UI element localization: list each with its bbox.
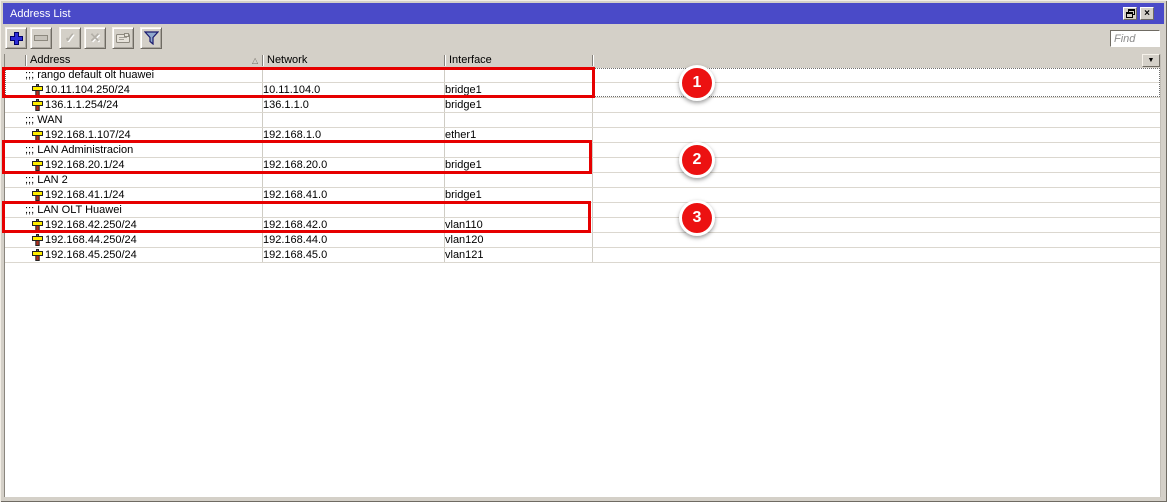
comment-text: ;;; WAN (25, 114, 63, 126)
comment-row[interactable]: ;;; LAN 2 (5, 173, 1160, 188)
close-icon: × (1144, 7, 1150, 19)
address-row[interactable]: 192.168.44.250/24 192.168.44.0 vlan120 (5, 233, 1160, 248)
interface-cell: bridge1 (445, 189, 482, 201)
address-cell: 192.168.1.107/24 (32, 128, 131, 142)
annotation-badge-3: 3 (679, 200, 715, 236)
address-value: 192.168.45.250/24 (45, 249, 137, 261)
column-header-network[interactable]: Network (267, 54, 308, 66)
restore-icon (1125, 9, 1135, 18)
address-row[interactable]: 136.1.1.254/24 136.1.1.0 bridge1 (5, 98, 1160, 113)
ip-address-icon (32, 129, 43, 141)
column-separator[interactable] (592, 55, 593, 66)
address-cell: 192.168.20.1/24 (32, 158, 125, 172)
comment-row[interactable]: ;;; rango default olt huawei (5, 68, 1160, 83)
column-separator[interactable] (25, 55, 26, 66)
comment-row[interactable]: ;;; WAN (5, 113, 1160, 128)
address-value: 192.168.1.107/24 (45, 129, 131, 141)
window-title: Address List (10, 7, 71, 20)
plus-icon (9, 31, 23, 45)
address-row[interactable]: 192.168.42.250/24 192.168.42.0 vlan110 (5, 218, 1160, 233)
ip-address-icon (32, 159, 43, 171)
comment-text: ;;; LAN 2 (25, 174, 68, 186)
table-rows: ;;; rango default olt huawei 10.11.104.25… (5, 68, 1160, 497)
address-value: 192.168.41.1/24 (45, 189, 125, 201)
address-cell: 192.168.45.250/24 (32, 248, 137, 262)
comment-row[interactable]: ;;; LAN OLT Huawei (5, 203, 1160, 218)
address-table: Address △ Network Interface ▼ ;;; rango … (4, 54, 1161, 497)
interface-cell: vlan110 (445, 219, 483, 231)
interface-cell: vlan121 (445, 249, 484, 261)
filter-button[interactable] (140, 27, 162, 49)
ip-address-icon (32, 84, 43, 96)
add-button[interactable] (5, 27, 27, 49)
remove-button[interactable] (30, 27, 52, 49)
check-icon: ✓ (64, 30, 76, 45)
address-cell: 192.168.44.250/24 (32, 233, 137, 247)
column-separator[interactable] (444, 55, 445, 66)
ip-address-icon (32, 234, 43, 246)
find-input[interactable] (1110, 30, 1160, 47)
network-cell: 136.1.1.0 (263, 99, 309, 111)
restore-window-button[interactable] (1123, 7, 1137, 20)
network-cell: 192.168.44.0 (263, 234, 328, 246)
disable-button[interactable]: ✕ (84, 27, 106, 49)
network-cell: 192.168.42.0 (263, 219, 328, 231)
comment-row[interactable]: ;;; LAN Administracion (5, 143, 1160, 158)
ip-address-icon (32, 189, 43, 201)
ip-address-icon (32, 219, 43, 231)
network-cell: 192.168.45.0 (263, 249, 328, 261)
address-value: 10.11.104.250/24 (45, 84, 130, 96)
table-header: Address △ Network Interface ▼ (5, 54, 1160, 69)
column-chooser-button[interactable]: ▼ (1142, 54, 1160, 67)
annotation-badge-2: 2 (679, 142, 715, 178)
comment-text: ;;; LAN OLT Huawei (25, 204, 122, 216)
address-row[interactable]: 10.11.104.250/24 10.11.104.0 bridge1 (5, 83, 1160, 98)
sort-asc-icon[interactable]: △ (252, 56, 259, 65)
comment-text: ;;; LAN Administracion (25, 144, 134, 156)
network-cell: 192.168.41.0 (263, 189, 328, 201)
interface-cell: bridge1 (445, 84, 482, 96)
chevron-down-icon: ▼ (1147, 57, 1155, 64)
minus-icon (34, 35, 48, 41)
address-value: 192.168.44.250/24 (45, 234, 137, 246)
column-header-interface[interactable]: Interface (449, 54, 492, 66)
address-cell: 10.11.104.250/24 (32, 83, 130, 97)
funnel-icon (143, 31, 159, 45)
column-header-address[interactable]: Address (30, 54, 71, 66)
network-cell: 192.168.1.0 (263, 129, 322, 141)
column-separator[interactable] (262, 55, 263, 66)
address-cell: 192.168.42.250/24 (32, 218, 137, 232)
ip-address-icon (32, 249, 43, 261)
address-row[interactable]: 192.168.20.1/24 192.168.20.0 bridge1 (5, 158, 1160, 173)
address-value: 136.1.1.254/24 (45, 99, 119, 111)
interface-cell: vlan120 (445, 234, 484, 246)
network-cell: 10.11.104.0 (263, 84, 321, 96)
address-value: 192.168.42.250/24 (45, 219, 137, 231)
title-bar[interactable]: Address List × (3, 3, 1164, 24)
ip-address-icon (32, 99, 43, 111)
comment-icon (116, 32, 130, 43)
close-window-button[interactable]: × (1140, 7, 1154, 20)
annotation-badge-1: 1 (679, 65, 715, 101)
interface-cell: bridge1 (445, 159, 482, 171)
address-cell: 192.168.41.1/24 (32, 188, 125, 202)
cross-icon: ✕ (89, 30, 101, 45)
comment-button[interactable] (112, 27, 134, 49)
address-cell: 136.1.1.254/24 (32, 98, 118, 112)
interface-cell: bridge1 (445, 99, 482, 111)
address-row[interactable]: 192.168.41.1/24 192.168.41.0 bridge1 (5, 188, 1160, 203)
enable-button[interactable]: ✓ (59, 27, 81, 49)
address-row[interactable]: 192.168.45.250/24 192.168.45.0 vlan121 (5, 248, 1160, 263)
comment-text: ;;; rango default olt huawei (25, 69, 155, 81)
address-row[interactable]: 192.168.1.107/24 192.168.1.0 ether1 (5, 128, 1160, 143)
address-value: 192.168.20.1/24 (45, 159, 125, 171)
interface-cell: ether1 (445, 129, 477, 141)
network-cell: 192.168.20.0 (263, 159, 328, 171)
